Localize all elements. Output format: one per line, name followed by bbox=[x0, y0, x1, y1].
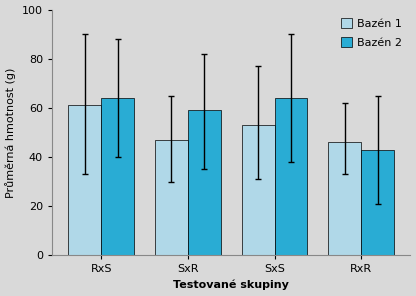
Bar bbox=[275, 98, 307, 255]
Bar bbox=[361, 150, 394, 255]
Legend: Bazén 1, Bazén 2: Bazén 1, Bazén 2 bbox=[338, 15, 405, 51]
Bar bbox=[155, 140, 188, 255]
Bar bbox=[188, 110, 221, 255]
Bar bbox=[242, 125, 275, 255]
Y-axis label: Průměrná hmotnost (g): Průměrná hmotnost (g) bbox=[5, 67, 17, 198]
X-axis label: Testované skupiny: Testované skupiny bbox=[173, 280, 289, 290]
Bar bbox=[68, 105, 101, 255]
Bar bbox=[328, 142, 361, 255]
Bar bbox=[101, 98, 134, 255]
